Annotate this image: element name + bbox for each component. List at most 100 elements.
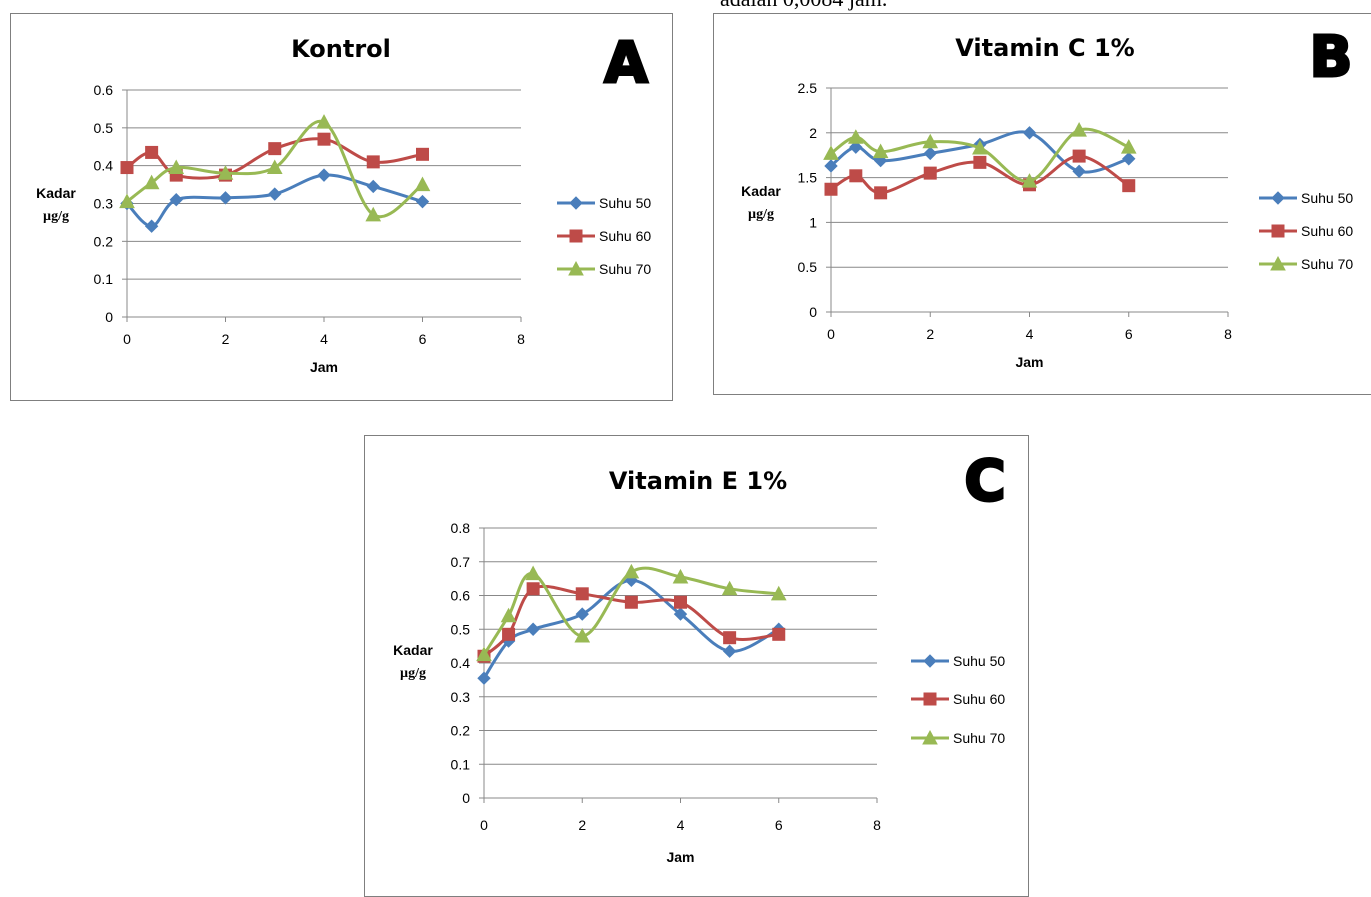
legend-item: Suhu 50 (1259, 190, 1353, 206)
series-suhu-70 (476, 563, 787, 662)
data-point (525, 565, 541, 581)
data-point (923, 166, 937, 180)
y-tick-label: 0.2 (451, 723, 471, 739)
x-tick-label: 2 (222, 331, 230, 347)
y-tick-label: 0 (809, 304, 817, 320)
x-axis-label: Jam (666, 849, 694, 865)
data-point (1022, 126, 1037, 140)
y-tick-label: 0.3 (94, 196, 114, 212)
data-point (268, 142, 282, 156)
legend-label: Suhu 60 (599, 228, 651, 244)
data-point (674, 595, 687, 609)
data-point (1122, 179, 1136, 193)
data-point (526, 582, 540, 596)
y-axis-unit: µg/g (43, 209, 69, 224)
data-point (266, 159, 283, 175)
data-point (672, 568, 689, 584)
y-tick-label: 0.8 (451, 520, 471, 536)
data-point (673, 607, 688, 621)
chart-title: Vitamin E 1% (609, 467, 787, 495)
legend-label: Suhu 70 (599, 261, 651, 277)
series-suhu-70 (823, 122, 1137, 188)
x-tick-label: 0 (827, 326, 835, 342)
data-point (922, 133, 939, 149)
data-point (624, 595, 638, 609)
y-tick-label: 0.5 (94, 120, 114, 136)
y-tick-label: 0.1 (94, 271, 114, 287)
data-point (268, 187, 282, 201)
data-point (477, 671, 491, 685)
header-text: adalah 0,0084 jam. (720, 0, 887, 12)
y-tick-label: 0.4 (451, 655, 471, 671)
legend-marker (923, 692, 937, 706)
legend-item: Suhu 70 (911, 729, 1005, 746)
legend-item: Suhu 70 (1259, 255, 1353, 272)
data-point (317, 168, 331, 182)
y-axis-label: Kadar (393, 642, 433, 658)
data-point (721, 580, 738, 596)
data-point (849, 169, 863, 183)
x-tick-label: 6 (1125, 326, 1133, 342)
data-point (1120, 139, 1137, 154)
data-point (526, 622, 540, 636)
data-point (169, 193, 183, 207)
data-point (145, 145, 159, 159)
data-point (502, 627, 516, 641)
data-point (500, 607, 517, 623)
data-point (849, 140, 863, 154)
y-tick-label: 0.6 (94, 82, 114, 98)
chart-panel-vitamin-c: Vitamin C 1% B 0 0.5 1 1.5 2 2.5 0 2 4 6 8 Jam Kadar µg… (713, 13, 1371, 395)
legend-marker (1271, 191, 1285, 205)
legend-label: Suhu 50 (1301, 190, 1353, 206)
data-point (476, 646, 492, 662)
data-point (1021, 173, 1038, 188)
data-point (770, 585, 787, 601)
legend-marker (923, 654, 937, 668)
data-point (574, 627, 591, 643)
x-tick-label: 0 (480, 817, 488, 833)
y-tick-label: 2 (809, 125, 817, 141)
data-point (144, 219, 159, 233)
panel-letter: B (1310, 25, 1353, 90)
x-tick-label: 2 (578, 817, 586, 833)
legend-marker (569, 229, 583, 243)
y-axis-label: Kadar (36, 185, 76, 201)
data-point (575, 607, 589, 621)
data-point (143, 174, 160, 190)
x-axis-label: Jam (1015, 354, 1043, 370)
legend-item: Suhu 70 (557, 260, 651, 277)
legend-label: Suhu 50 (599, 195, 651, 211)
data-point (365, 206, 382, 222)
data-point (217, 165, 234, 180)
data-point (1071, 122, 1087, 137)
data-point (1072, 149, 1086, 163)
y-tick-label: 0 (462, 790, 470, 806)
data-point (824, 159, 838, 173)
legend-label: Suhu 60 (953, 691, 1005, 707)
y-tick-label: 0 (105, 309, 113, 325)
legend-label: Suhu 60 (1301, 223, 1353, 239)
data-point (772, 627, 786, 641)
y-tick-label: 0.1 (451, 756, 471, 772)
legend-item: Suhu 50 (557, 195, 651, 211)
chart-svg: Vitamin E 1% C 0 0.1 0.2 0.3 0.4 0.5 0.6 0.7 0.8 0 2… (393, 448, 1007, 866)
legend-item: Suhu 50 (911, 653, 1005, 669)
y-tick-label: 1 (809, 214, 817, 230)
chart-title: Kontrol (291, 35, 391, 63)
data-point (218, 191, 233, 205)
chart-title: Vitamin C 1% (955, 34, 1134, 62)
y-axis-label: Kadar (741, 183, 781, 199)
legend-marker (568, 260, 584, 276)
series-suhu-50 (120, 168, 430, 233)
data-point (847, 129, 864, 144)
y-tick-label: 0.5 (451, 621, 471, 637)
legend-marker (569, 196, 583, 210)
x-tick-label: 2 (926, 326, 934, 342)
chart-panel-kontrol: Kontrol A 0 0.1 0.2 0.3 0.4 0.5 0.6 0 2 4 6 8 Jam Kadar… (10, 13, 673, 401)
x-tick-label: 4 (1026, 326, 1034, 342)
legend-label: Suhu 70 (953, 730, 1005, 746)
data-point (366, 179, 380, 194)
y-tick-label: 0.4 (94, 158, 114, 174)
y-tick-label: 0.5 (798, 259, 818, 275)
legend-label: Suhu 70 (1301, 256, 1353, 272)
